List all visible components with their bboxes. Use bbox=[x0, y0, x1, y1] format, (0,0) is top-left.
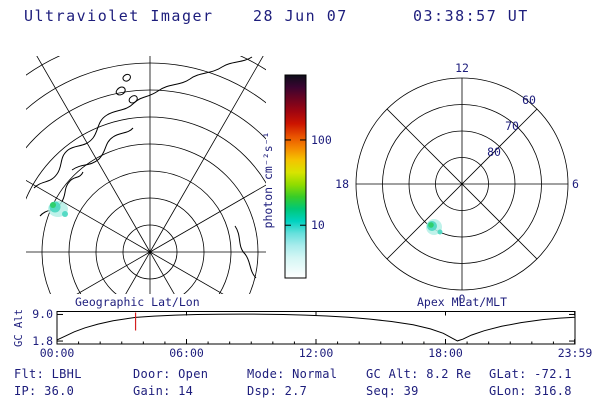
inner-coastline bbox=[71, 127, 134, 171]
left-panel-caption: Geographic Lat/Lon bbox=[75, 295, 200, 309]
mlt-label-12: 12 bbox=[455, 61, 469, 75]
colorbar-tick-label-100: 100 bbox=[311, 133, 332, 147]
ytick-label-1.8: 1.8 bbox=[32, 334, 53, 348]
strip-ylabel: GC Alt bbox=[13, 309, 25, 347]
altitude-curve bbox=[56, 313, 576, 342]
date-display: 28 Jun 07 bbox=[253, 7, 348, 25]
altitude-strip: 9.0 1.8 GC Alt 00:00 06:00 12:00 18:00 2… bbox=[13, 307, 592, 360]
aurora-patch-apex bbox=[426, 219, 443, 235]
east-coastline bbox=[234, 225, 257, 279]
instrument-title: Ultraviolet Imager bbox=[24, 7, 214, 25]
colorbar: 100 10 photon cm⁻²s⁻¹ bbox=[261, 74, 332, 279]
strip-plot bbox=[56, 311, 576, 344]
xtick-label-1200: 12:00 bbox=[299, 346, 334, 360]
status-mode: Mode: Normal bbox=[247, 367, 338, 381]
colorbar-unit-label: photon cm⁻²s⁻¹ bbox=[261, 132, 275, 229]
mlt-label-18: 18 bbox=[335, 177, 349, 191]
xtick-label-0600: 06:00 bbox=[169, 346, 204, 360]
aurora-spot bbox=[62, 211, 68, 217]
mlat-label-70: 70 bbox=[505, 119, 519, 133]
aurora-core bbox=[428, 222, 434, 228]
status-door: Door: Open bbox=[133, 367, 209, 381]
mlt-label-6: 6 bbox=[572, 177, 579, 191]
aurora-spot bbox=[437, 229, 443, 235]
status-dsp: Dsp: 2.7 bbox=[247, 384, 308, 398]
island-3 bbox=[122, 73, 131, 82]
mlat-label-60: 60 bbox=[522, 93, 536, 107]
status-flt: Flt: LBHL bbox=[14, 367, 82, 381]
status-gain: Gain: 14 bbox=[133, 384, 194, 398]
colorbar-tick-label-10: 10 bbox=[311, 218, 325, 232]
xtick-label-1800: 18:00 bbox=[428, 346, 463, 360]
coastlines bbox=[33, 56, 257, 279]
right-panel-caption: Apex MLat/MLT bbox=[417, 295, 508, 309]
xtick-label-2359: 23:59 bbox=[558, 346, 593, 360]
colorbar-frame bbox=[284, 74, 307, 279]
aurora-core bbox=[50, 202, 56, 208]
ytick-label-9: 9.0 bbox=[32, 307, 53, 321]
island-1 bbox=[115, 86, 126, 96]
status-gcalt: GC Alt: 8.2 Re bbox=[366, 367, 472, 381]
colorbar-ticks bbox=[285, 139, 306, 226]
antarctic-coastline bbox=[33, 56, 253, 189]
status-glon: GLon: 316.8 bbox=[489, 384, 572, 398]
status-glat: GLat: -72.1 bbox=[489, 367, 572, 381]
apex-polar-grid bbox=[355, 77, 569, 291]
aurora-patch-geographic bbox=[48, 201, 68, 217]
status-ip: IP: 36.0 bbox=[14, 384, 75, 398]
apex-labels: 12 18 6 0 60 70 80 bbox=[335, 61, 579, 306]
geographic-map-grid bbox=[26, 56, 266, 294]
xtick-label-0000: 00:00 bbox=[40, 346, 75, 360]
time-display: 03:38:57 UT bbox=[413, 7, 529, 25]
colorbar-gradient bbox=[285, 75, 306, 278]
mlat-label-80: 80 bbox=[487, 145, 501, 159]
mlt-label-0: 0 bbox=[459, 292, 466, 306]
island-2 bbox=[128, 95, 138, 104]
status-seq: Seq: 39 bbox=[366, 384, 419, 398]
